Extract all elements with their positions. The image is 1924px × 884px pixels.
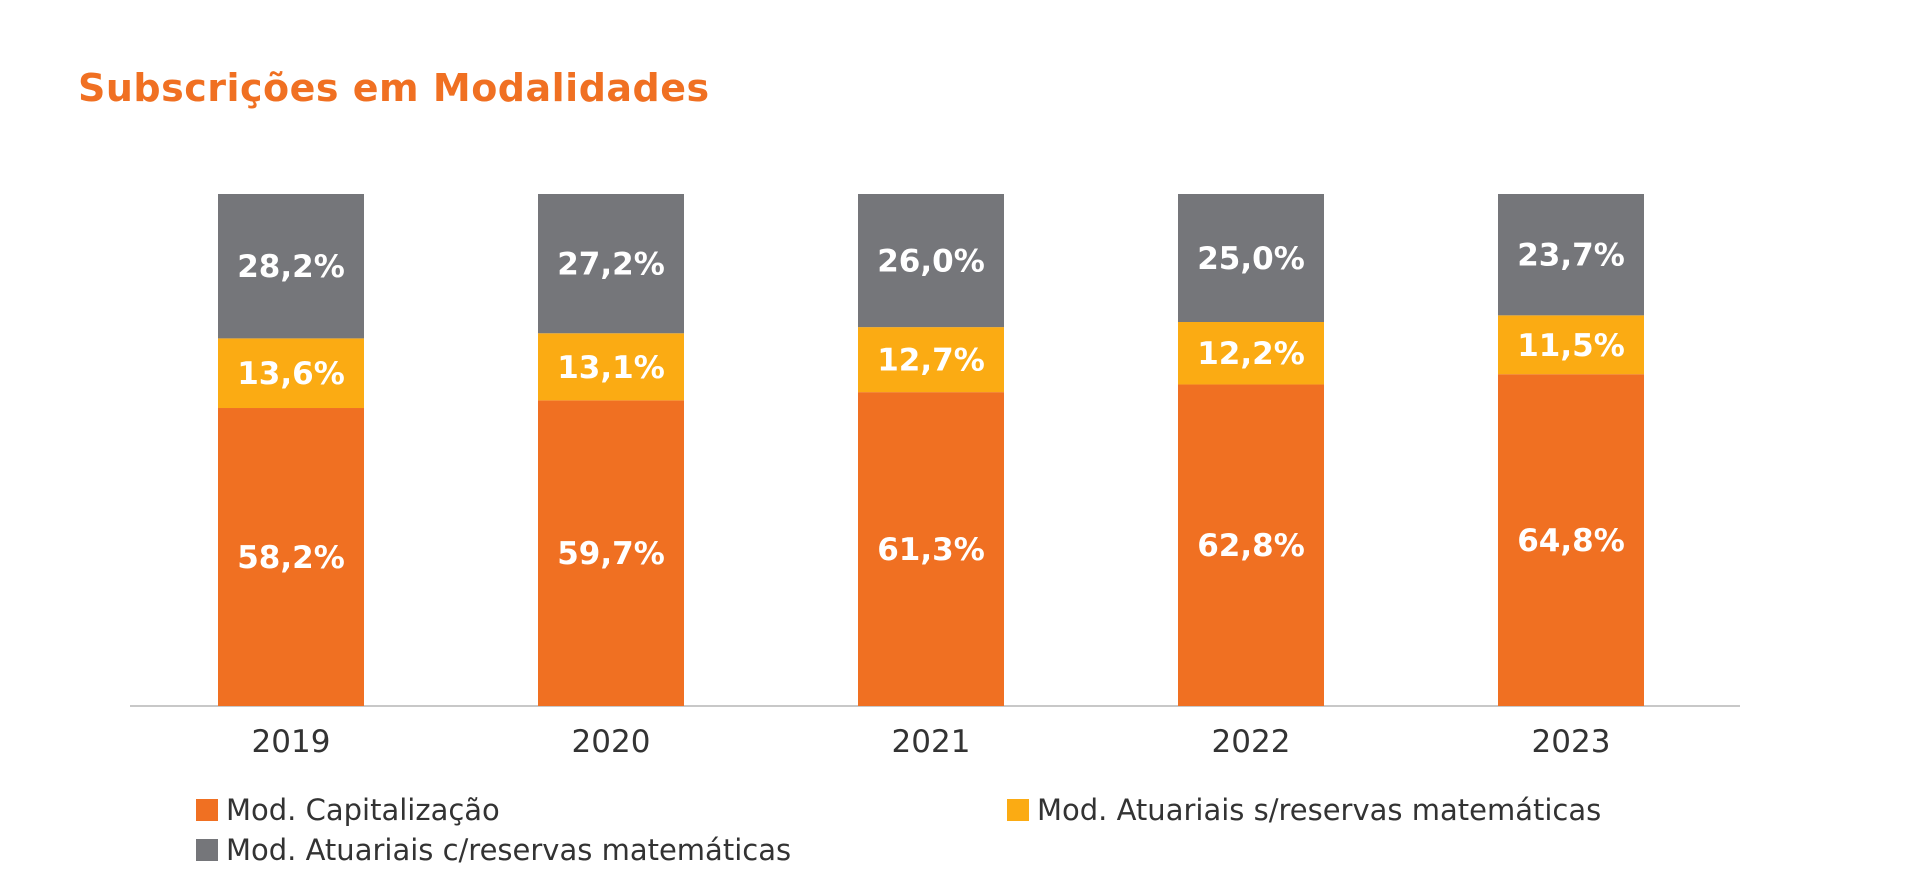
legend-label-c-reservas: Mod. Atuariais c/reservas matemáticas <box>226 833 792 867</box>
chart-title: Subscrições em Modalidades <box>78 66 710 110</box>
data-label-2023-series-0: 64,8% <box>1517 523 1625 559</box>
data-label-2022-series-1: 12,2% <box>1197 336 1305 372</box>
bar-segment-2023-series-1 <box>1498 315 1644 375</box>
data-label-2023-series-2: 23,7% <box>1517 238 1625 274</box>
data-label-2019-series-0: 58,2% <box>237 540 345 576</box>
bar-segment-2021-series-1 <box>858 327 1004 393</box>
legend-label-capitalizacao: Mod. Capitalização <box>226 793 500 827</box>
bar-segment-2019-series-0 <box>218 408 364 706</box>
bar-segment-2021-series-0 <box>858 392 1004 706</box>
data-label-2020-series-2: 27,2% <box>557 247 665 283</box>
bar-segment-2022-series-2 <box>1178 194 1324 322</box>
data-label-2020-series-1: 13,1% <box>557 350 665 386</box>
bar-segment-2022-series-0 <box>1178 384 1324 706</box>
legend-swatch-capitalizacao <box>196 799 218 821</box>
legend-item-c-reservas: Mod. Atuariais c/reservas matemáticas <box>196 833 791 867</box>
data-label-2023-series-1: 11,5% <box>1517 328 1625 364</box>
data-label-2021-series-1: 12,7% <box>877 343 985 379</box>
bar-segment-2019-series-2 <box>218 194 364 339</box>
bar-segment-2021-series-2 <box>858 194 1004 328</box>
bar-segment-2020-series-0 <box>538 400 684 706</box>
bar-segment-2022-series-1 <box>1178 322 1324 385</box>
bar-segment-2019-series-1 <box>218 338 364 409</box>
x-tick-label-2022: 2022 <box>1212 724 1291 760</box>
data-label-2022-series-0: 62,8% <box>1197 528 1305 564</box>
x-tick-label-2020: 2020 <box>572 724 651 760</box>
data-label-2021-series-0: 61,3% <box>877 532 985 568</box>
data-label-2021-series-2: 26,0% <box>877 244 985 280</box>
legend-item-capitalizacao: Mod. Capitalização <box>196 793 500 827</box>
legend-swatch-s-reservas <box>1007 799 1029 821</box>
bar-segment-2023-series-2 <box>1498 194 1644 316</box>
x-tick-label-2023: 2023 <box>1532 724 1611 760</box>
legend-label-s-reservas: Mod. Atuariais s/reservas matemáticas <box>1037 793 1602 827</box>
x-tick-label-2019: 2019 <box>252 724 331 760</box>
bar-segment-2020-series-1 <box>538 333 684 401</box>
legend-swatch-c-reservas <box>196 839 218 861</box>
bar-segment-2020-series-2 <box>538 194 684 334</box>
x-tick-label-2021: 2021 <box>892 724 971 760</box>
legend-item-s-reservas: Mod. Atuariais s/reservas matemáticas <box>1007 793 1601 827</box>
data-label-2022-series-2: 25,0% <box>1197 241 1305 277</box>
data-label-2020-series-0: 59,7% <box>557 536 665 572</box>
bar-segment-2023-series-0 <box>1498 374 1644 706</box>
data-label-2019-series-1: 13,6% <box>237 356 345 392</box>
data-label-2019-series-2: 28,2% <box>237 249 345 285</box>
